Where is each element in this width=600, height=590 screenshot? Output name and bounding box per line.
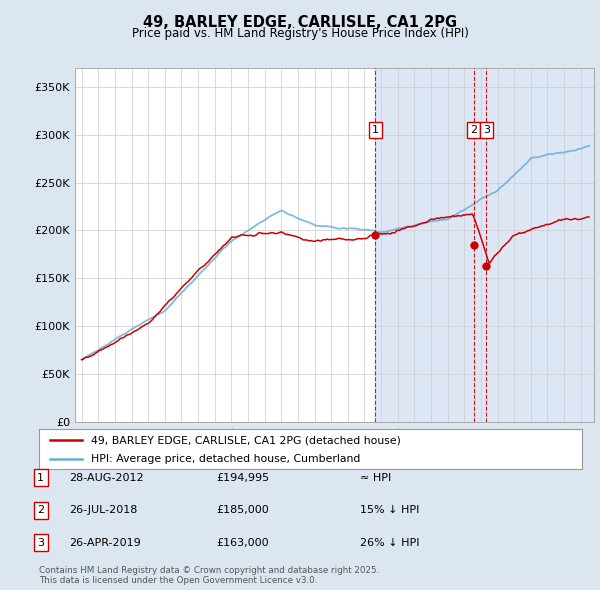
Text: 3: 3 [37,538,44,548]
Text: £194,995: £194,995 [216,473,269,483]
Text: 1: 1 [372,125,379,135]
Text: 26-APR-2019: 26-APR-2019 [69,538,141,548]
Text: HPI: Average price, detached house, Cumberland: HPI: Average price, detached house, Cumb… [91,454,360,464]
Text: ≈ HPI: ≈ HPI [360,473,391,483]
Text: 49, BARLEY EDGE, CARLISLE, CA1 2PG: 49, BARLEY EDGE, CARLISLE, CA1 2PG [143,15,457,30]
Text: 15% ↓ HPI: 15% ↓ HPI [360,506,419,515]
Bar [376,68,594,422]
Text: 49, BARLEY EDGE, CARLISLE, CA1 2PG (detached house): 49, BARLEY EDGE, CARLISLE, CA1 2PG (deta… [91,435,400,445]
Text: 26-JUL-2018: 26-JUL-2018 [69,506,137,515]
Text: 1: 1 [37,473,44,483]
Text: 28-AUG-2012: 28-AUG-2012 [69,473,143,483]
Text: 26% ↓ HPI: 26% ↓ HPI [360,538,419,548]
Text: Price paid vs. HM Land Registry's House Price Index (HPI): Price paid vs. HM Land Registry's House … [131,27,469,40]
Text: £163,000: £163,000 [216,538,269,548]
Text: 3: 3 [483,125,490,135]
Text: Contains HM Land Registry data © Crown copyright and database right 2025.
This d: Contains HM Land Registry data © Crown c… [39,566,379,585]
Text: 2: 2 [37,506,44,515]
Text: 2: 2 [470,125,477,135]
Text: £185,000: £185,000 [216,506,269,515]
